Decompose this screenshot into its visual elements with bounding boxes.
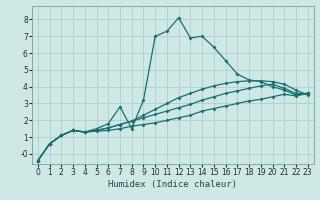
X-axis label: Humidex (Indice chaleur): Humidex (Indice chaleur) [108,180,237,189]
